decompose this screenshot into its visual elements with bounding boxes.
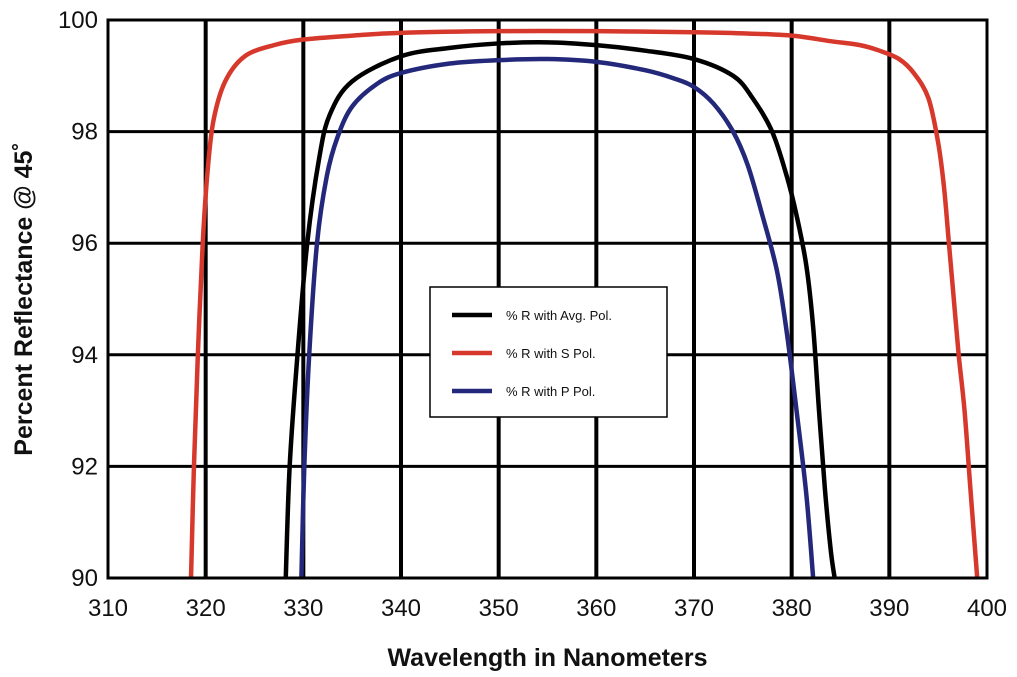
x-tick-label: 340 (381, 595, 421, 622)
y-tick-label: 100 (58, 7, 98, 34)
x-tick-label: 350 (479, 595, 519, 622)
legend: % R with Avg. Pol. % R with S Pol. % R wit… (429, 286, 668, 418)
x-tick-label: 400 (967, 595, 1007, 622)
y-tick-label: 98 (71, 119, 98, 146)
y-tick-label: 92 (71, 453, 98, 480)
x-tick-labels: 310 320 330 340 350 360 370 380 390 400 (88, 595, 1007, 622)
x-tick-label: 360 (576, 595, 616, 622)
x-tick-label: 320 (186, 595, 226, 622)
y-tick-labels: 90 92 94 96 98 100 (58, 7, 98, 592)
x-tick-label: 370 (674, 595, 714, 622)
y-tick-label: 94 (71, 342, 98, 369)
y-axis-title: Percent Reflectance @ 45˚ (10, 142, 38, 455)
legend-label-1: % R with Avg. Pol. (506, 308, 612, 323)
series-lines (188, 28, 980, 578)
series-line-3 (299, 56, 816, 578)
plot-frame (106, 18, 989, 580)
x-tick-label: 310 (88, 595, 128, 622)
series-line-1 (283, 39, 837, 578)
x-tick-label: 330 (283, 595, 323, 622)
legend-label-3: % R with P Pol. (506, 384, 595, 399)
x-tick-label: 390 (869, 595, 909, 622)
series-line-2 (188, 28, 980, 578)
x-tick-label: 380 (772, 595, 812, 622)
y-tick-label: 90 (71, 565, 98, 592)
legend-label-2: % R with S Pol. (506, 346, 596, 361)
x-axis-title: Wavelength in Nanometers (388, 644, 708, 672)
y-tick-label: 96 (71, 230, 98, 257)
